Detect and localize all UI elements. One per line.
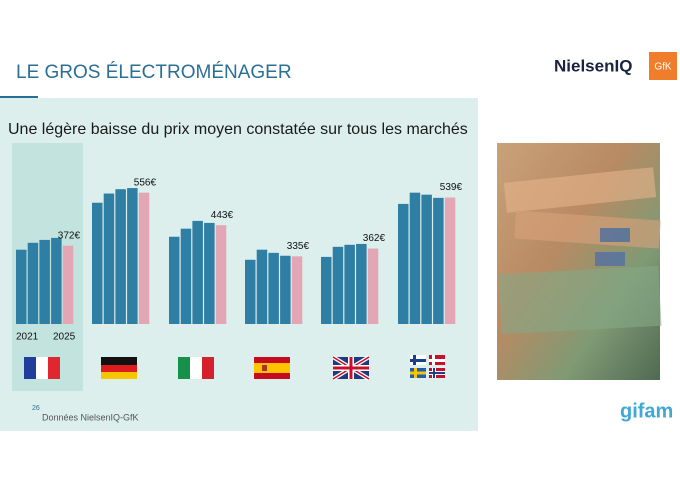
- bar: [192, 220, 203, 324]
- bar: [51, 237, 62, 324]
- value-label: 335€: [287, 241, 310, 252]
- bar: [138, 192, 150, 324]
- bar: [268, 252, 279, 324]
- bar: [409, 192, 421, 324]
- bar: [280, 255, 291, 324]
- bar: [39, 239, 50, 324]
- slide-title: LE GROS ÉLECTROMÉNAGER: [16, 62, 292, 83]
- logo-nielseniq: NielsenIQ: [554, 56, 632, 75]
- bar: [180, 228, 192, 324]
- logo-gfk: GfK: [654, 62, 672, 73]
- bar: [204, 222, 215, 324]
- value-label: 372€: [58, 230, 81, 241]
- year-start-label: 2021: [16, 332, 39, 343]
- value-label: 362€: [363, 233, 386, 244]
- bar: [256, 249, 268, 324]
- chart-subtitle: Une légère baisse du prix moyen constaté…: [8, 121, 468, 138]
- bar: [433, 197, 444, 324]
- year-end-label: 2025: [53, 332, 76, 343]
- bar: [62, 245, 74, 324]
- logo-gfk-box: [649, 52, 677, 80]
- page-number: 26: [32, 405, 40, 412]
- bar: [367, 248, 379, 324]
- value-label: 556€: [134, 177, 157, 188]
- bar: [444, 197, 456, 324]
- gifam-logo: gifam: [620, 400, 673, 422]
- value-label: 539€: [440, 182, 463, 193]
- bar: [344, 244, 355, 324]
- bar: [115, 189, 126, 324]
- bar: [103, 193, 115, 324]
- bar: [245, 259, 256, 324]
- value-label: 443€: [211, 210, 234, 221]
- bar: [332, 246, 344, 324]
- bar: [16, 249, 27, 324]
- flags: [24, 355, 445, 381]
- bar: [291, 256, 303, 324]
- source-note: Données NielsenIQ-GfK: [42, 412, 139, 422]
- banknotes-detail: [498, 167, 662, 335]
- bar: [215, 225, 227, 324]
- bar: [27, 242, 39, 324]
- bar: [169, 236, 180, 324]
- bar: [321, 256, 332, 324]
- bar: [92, 202, 103, 324]
- bar: [398, 203, 409, 324]
- bar: [421, 194, 432, 324]
- bar: [356, 243, 367, 324]
- bar: [127, 188, 138, 324]
